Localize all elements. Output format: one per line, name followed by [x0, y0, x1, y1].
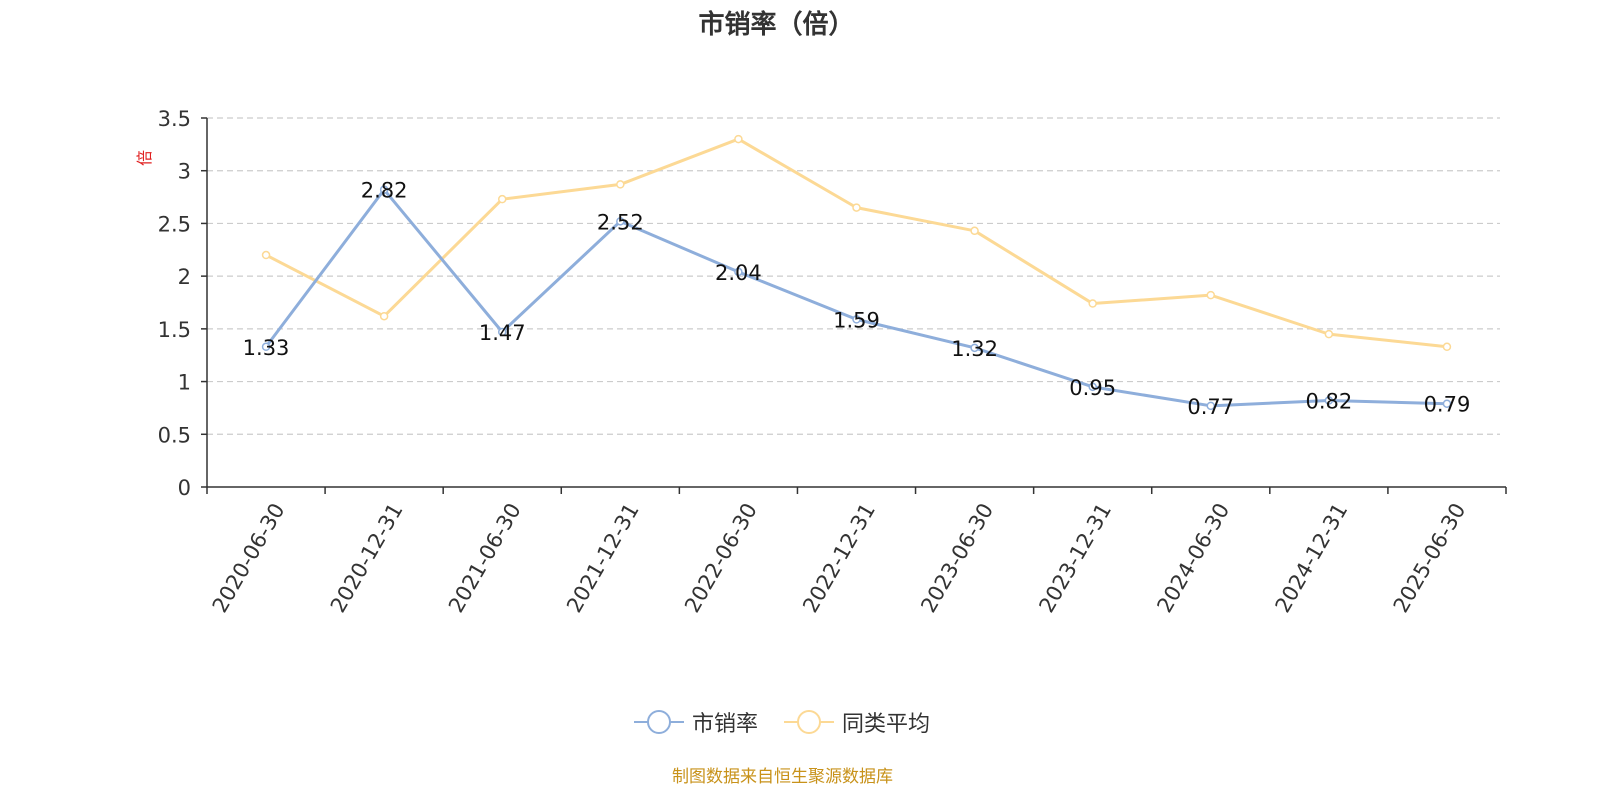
data-point[interactable]	[1088, 382, 1097, 392]
x-tick-label: 2025-06-30	[1389, 499, 1471, 617]
data-point[interactable]	[1324, 329, 1334, 339]
data-label: 0.77	[1187, 395, 1234, 419]
data-point[interactable]	[1088, 299, 1097, 308]
data-point[interactable]	[734, 267, 743, 277]
data-point[interactable]	[734, 134, 743, 144]
x-tick-label: 2022-12-31	[798, 499, 880, 617]
x-tick-label: 2021-12-31	[562, 499, 644, 617]
x-tick-label: 2024-12-31	[1271, 499, 1353, 617]
y-tick-label: 0.5	[158, 423, 191, 447]
data-label: 2.82	[361, 179, 408, 203]
y-axis-unit-label: 倍	[135, 150, 154, 166]
legend-marker-icon	[784, 710, 834, 734]
data-point[interactable]	[497, 327, 507, 337]
y-tick-label: 2	[178, 265, 191, 289]
data-point[interactable]	[261, 342, 271, 352]
data-point[interactable]	[261, 250, 271, 260]
source-note: 制图数据来自恒生聚源数据库	[672, 767, 893, 787]
data-point[interactable]	[1206, 290, 1216, 300]
x-tick-label: 2020-06-30	[208, 499, 290, 617]
legend-marker-icon	[634, 710, 684, 734]
data-label: 1.32	[951, 337, 998, 361]
data-point[interactable]	[852, 203, 861, 212]
data-label: 1.33	[243, 336, 290, 360]
data-point[interactable]	[1442, 399, 1452, 408]
legend-item-series-1[interactable]: 市销率	[634, 706, 758, 738]
data-label: 0.82	[1305, 390, 1352, 414]
data-point[interactable]	[1442, 342, 1452, 352]
data-point[interactable]	[970, 343, 979, 353]
data-point[interactable]	[616, 180, 625, 189]
x-tick-label: 2021-06-30	[444, 499, 526, 617]
series-lines	[261, 134, 1452, 411]
legend-label: 市销率	[692, 712, 759, 737]
line-chart: 0 0.5 1 1.5 2 2.5 3 3.5 2020-06-30 2020-12-31 2021…	[135, 107, 1507, 617]
data-label: 2.52	[597, 210, 644, 234]
y-tick-label: 1	[178, 371, 191, 395]
data-point[interactable]	[379, 185, 389, 194]
data-point[interactable]	[1206, 401, 1216, 411]
legend-label: 同类平均	[842, 712, 931, 737]
data-label: 1.59	[833, 308, 880, 332]
data-point[interactable]	[379, 311, 389, 321]
data-point[interactable]	[852, 315, 861, 324]
data-point[interactable]	[970, 226, 979, 236]
x-tick-label: 2020-12-31	[326, 499, 408, 617]
y-tick-label: 0	[178, 476, 191, 500]
x-tick-label: 2023-06-30	[916, 499, 998, 617]
x-tick-label: 2023-12-31	[1034, 499, 1116, 617]
data-labels: 1.33 2.82 1.47 2.52 2.04 1.59 1.32 0.95 0.77 0.82…	[243, 179, 1471, 419]
data-point[interactable]	[1324, 396, 1334, 405]
data-point[interactable]	[616, 217, 625, 226]
y-tick-label: 1.5	[158, 318, 191, 342]
data-label: 1.47	[479, 321, 526, 345]
chart-title: 市销率（倍）	[698, 10, 855, 40]
series-line-1	[264, 188, 1447, 408]
y-tick-label: 2.5	[158, 212, 191, 236]
y-tick-label: 3	[178, 160, 191, 184]
data-label: 2.04	[715, 261, 762, 285]
legend-item-series-2[interactable]: 同类平均	[784, 706, 930, 738]
data-label: 0.95	[1069, 376, 1116, 400]
x-tick-label: 2022-06-30	[680, 499, 762, 617]
data-point[interactable]	[497, 194, 507, 204]
x-tick-label: 2024-06-30	[1152, 499, 1234, 617]
data-label: 0.79	[1424, 393, 1471, 417]
y-tick-label: 3.5	[158, 107, 191, 131]
grid-lines	[207, 117, 1500, 435]
